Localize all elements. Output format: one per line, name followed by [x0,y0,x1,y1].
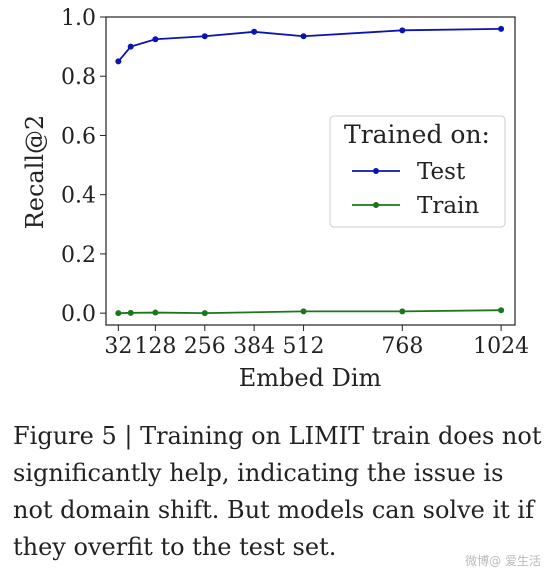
data-point-test [152,36,159,43]
x-tick-label: 384 [233,334,275,359]
y-tick-label: 0.4 [61,184,96,209]
data-point-test [498,25,505,32]
series-line-train [118,309,502,315]
legend-marker-train [373,202,379,208]
series-line-test [117,27,502,62]
y-tick-label: 0.8 [61,65,96,90]
x-tick-label: 128 [134,334,176,359]
data-point-train [127,309,134,316]
legend: Trained on: Test Train [329,115,506,228]
data-point-test [300,33,307,40]
data-point-train [300,308,307,315]
figure-caption: Figure 5 | Training on LIMIT train does … [13,422,542,561]
x-axis: 32 128 256 384 512 768 1024 [104,325,529,359]
y-tick-label: 0.2 [61,243,96,268]
x-tick-label: 768 [381,334,423,359]
y-axis-label: Recall@2 [21,115,49,230]
legend-label-train: Train [417,193,479,219]
y-tick-label: 1.0 [61,6,96,31]
x-tick-label: 32 [104,334,132,359]
chart: 0.0 0.2 0.4 0.6 0.8 1.0 32 128 256 384 512 768 1024… [21,6,529,392]
data-point-train [399,308,406,315]
legend-marker-test [373,168,379,174]
data-point-train [498,307,505,314]
legend-entries: Test Train [352,159,479,219]
data-point-test [251,28,258,35]
x-tick-label: 256 [184,334,226,359]
legend-label-test: Test [417,159,466,185]
y-axis: 0.0 0.2 0.4 0.6 0.8 1.0 [61,6,106,327]
y-tick-label: 0.6 [61,124,96,149]
data-point-train [201,310,208,317]
legend-title: Trained on: [344,120,490,149]
data-point-test [201,33,208,40]
y-tick-label: 0.0 [61,302,96,327]
x-tick-label: 1024 [473,334,529,359]
plot-frame [105,16,516,326]
x-axis-label: Embed Dim [239,364,382,392]
data-point-test [115,58,122,65]
data-point-train [115,310,122,317]
data-point-test [127,43,134,50]
data-point-train [152,309,159,316]
x-tick-label: 512 [283,334,325,359]
legend-box [329,115,506,228]
data-point-test [399,27,406,34]
watermark: 微博@ 爱生活 [465,554,541,568]
series-layer [115,25,505,317]
